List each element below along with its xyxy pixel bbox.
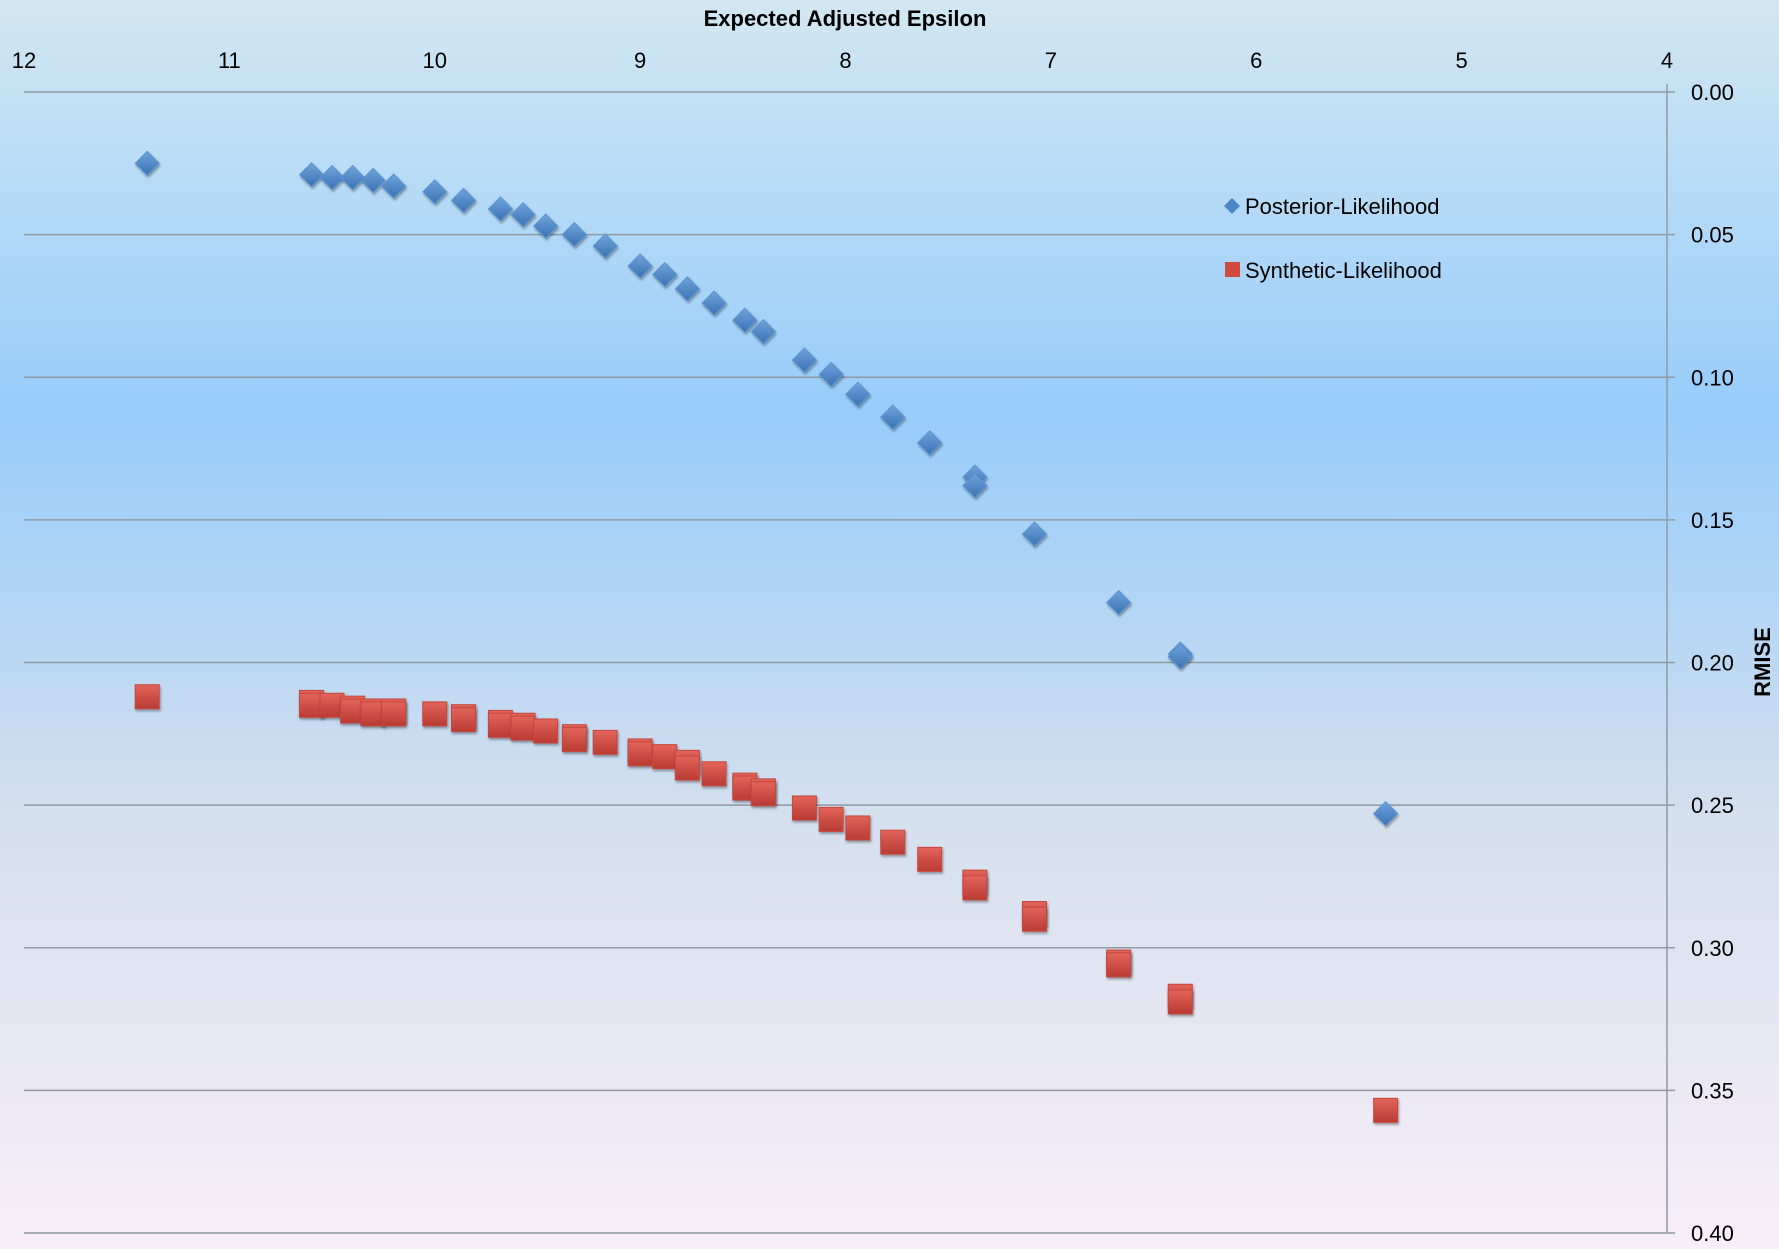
data-point-square xyxy=(533,718,559,744)
data-point-diamond xyxy=(652,261,678,288)
data-point-diamond xyxy=(298,162,325,188)
data-point-square xyxy=(1167,989,1193,1015)
data-point-diamond xyxy=(701,290,727,316)
data-point-square xyxy=(1106,952,1132,978)
x-tick-label: 12 xyxy=(12,48,36,73)
data-point-square xyxy=(360,701,386,727)
data-point-diamond xyxy=(380,173,407,199)
data-point-diamond xyxy=(916,430,943,456)
y-tick-label: 0.30 xyxy=(1691,936,1734,961)
data-point-square xyxy=(674,755,700,781)
legend: Posterior-Likelihood Synthetic-Likelihoo… xyxy=(1224,194,1442,283)
data-point-square xyxy=(422,701,448,727)
data-point-diamond xyxy=(319,164,345,191)
data-point-square xyxy=(627,741,653,767)
data-point-square xyxy=(1373,1097,1399,1123)
series-posterior-likelihood xyxy=(134,150,1399,827)
y-tick-label: 0.05 xyxy=(1691,223,1734,248)
data-point-diamond xyxy=(880,404,906,430)
data-point-diamond xyxy=(1167,644,1193,670)
data-point-diamond xyxy=(845,381,871,408)
data-point-square xyxy=(561,727,587,753)
data-point-square xyxy=(845,815,871,841)
y-axis-title: RMISE xyxy=(1750,627,1775,697)
data-point-square xyxy=(592,729,618,755)
x-axis-title: Expected Adjusted Epsilon xyxy=(704,6,987,31)
data-point-diamond xyxy=(732,307,758,333)
x-tick-label: 8 xyxy=(839,48,851,73)
data-point-square xyxy=(487,712,513,738)
series xyxy=(134,150,1399,1123)
data-point-diamond xyxy=(1021,521,1048,547)
data-point-diamond xyxy=(674,276,701,302)
data-point-square xyxy=(791,795,817,821)
data-point-diamond xyxy=(962,472,988,499)
data-point-square xyxy=(750,781,776,807)
data-point-square xyxy=(1021,906,1047,932)
data-point-square xyxy=(701,761,727,787)
y-tick-label: 0.40 xyxy=(1691,1221,1734,1246)
data-point-square xyxy=(134,684,160,710)
data-point-square xyxy=(340,698,366,724)
gridlines xyxy=(24,91,1667,1234)
y-tick-label: 0.25 xyxy=(1691,793,1734,818)
data-point-diamond xyxy=(627,253,653,279)
data-point-diamond xyxy=(561,221,588,248)
data-point-diamond xyxy=(487,196,514,222)
legend-item-posterior-likelihood: Posterior-Likelihood xyxy=(1224,194,1439,219)
y-tick-label: 0.00 xyxy=(1691,80,1734,105)
data-point-square xyxy=(652,744,678,770)
data-point-square xyxy=(319,692,345,718)
data-point-diamond xyxy=(1372,800,1399,827)
data-point-square xyxy=(818,806,844,832)
x-tick-label: 4 xyxy=(1661,48,1673,73)
axes: 0.00 0.05 0.10 0.15 0.20 0.25 0.30 0.35 0.40 12 11… xyxy=(12,48,1734,1246)
legend-label-synthetic: Synthetic-Likelihood xyxy=(1245,258,1442,283)
y-tick-label: 0.35 xyxy=(1691,1078,1734,1103)
data-point-diamond xyxy=(510,201,536,228)
data-point-diamond xyxy=(818,361,844,388)
x-tick-label: 11 xyxy=(218,48,241,73)
data-point-diamond xyxy=(450,187,477,214)
data-point-square xyxy=(451,707,477,733)
data-point-diamond xyxy=(360,167,386,194)
x-tick-label: 10 xyxy=(423,48,447,73)
y-tick-label: 0.15 xyxy=(1691,508,1734,533)
data-point-square xyxy=(381,701,407,727)
x-tick-label: 6 xyxy=(1250,48,1262,73)
series-synthetic-likelihood xyxy=(134,684,1399,1123)
data-point-diamond xyxy=(750,318,777,345)
data-point-square xyxy=(917,846,943,872)
data-point-diamond xyxy=(532,213,559,239)
legend-item-synthetic-likelihood: Synthetic-Likelihood xyxy=(1225,258,1442,283)
data-point-square xyxy=(880,829,906,855)
data-point-square xyxy=(962,875,988,901)
data-point-square xyxy=(510,715,536,741)
legend-marker-diamond xyxy=(1224,198,1240,214)
x-tick-label: 5 xyxy=(1456,48,1468,73)
data-point-diamond xyxy=(791,347,818,373)
x-tick-label: 9 xyxy=(634,48,646,73)
data-point-diamond xyxy=(422,179,448,205)
legend-label-posterior: Posterior-Likelihood xyxy=(1245,194,1439,219)
data-point-diamond xyxy=(339,164,366,191)
y-tick-label: 0.20 xyxy=(1691,651,1734,676)
x-tick-label: 7 xyxy=(1045,48,1057,73)
y-tick-label: 0.10 xyxy=(1691,365,1734,390)
data-point-diamond xyxy=(1105,589,1132,616)
data-point-diamond xyxy=(134,150,160,177)
data-point-diamond xyxy=(592,233,618,259)
legend-marker-square xyxy=(1225,262,1240,277)
